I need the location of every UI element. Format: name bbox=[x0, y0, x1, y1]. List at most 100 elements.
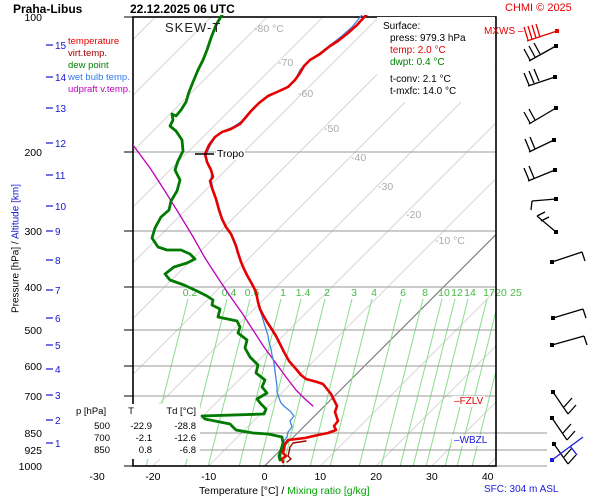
wind-barb-icon bbox=[550, 416, 576, 441]
legend-item-wet-bulb: wet bulb temp. bbox=[68, 72, 130, 83]
isotherm-line bbox=[264, 233, 496, 466]
altitude-tick-label: 11 bbox=[55, 171, 66, 182]
wind-barb-icon bbox=[550, 335, 588, 347]
table-header-dewpoint: Td [°C] bbox=[166, 406, 196, 417]
temp-axis-label: 0 bbox=[262, 471, 268, 483]
mixing-ratio-line bbox=[358, 298, 402, 466]
pressure-axis-label: 200 bbox=[24, 147, 42, 159]
temp-axis-label: 30 bbox=[426, 471, 438, 483]
wet-bulb-zero-label: –WBZL bbox=[452, 435, 490, 446]
table-cell: 700 bbox=[94, 433, 110, 444]
altitude-tick-label: 7 bbox=[55, 286, 61, 297]
wind-barb-icon bbox=[524, 136, 556, 153]
mixing-ratio-label: 12 bbox=[451, 287, 463, 299]
altitude-tick-label: 2 bbox=[55, 416, 61, 427]
station-title: Praha-Libus bbox=[13, 2, 83, 16]
wind-barb-icon bbox=[550, 436, 584, 462]
isotherm-label: -70 bbox=[278, 57, 293, 69]
freezing-level-label: –FZLV bbox=[452, 396, 486, 407]
isotherm-line bbox=[487, 457, 496, 466]
temp-axis-label: 40 bbox=[482, 471, 494, 483]
wind-barb-icon bbox=[523, 68, 557, 87]
altitude-tick-label: 13 bbox=[55, 104, 67, 115]
mixing-ratio-label: 25 bbox=[510, 287, 522, 299]
altitude-tick-label: 8 bbox=[55, 256, 61, 267]
table-header-temp: T bbox=[128, 406, 134, 417]
mixing-ratio-label: 1.4 bbox=[296, 287, 311, 299]
mixing-ratio-line bbox=[238, 298, 282, 466]
wind-barb-icon bbox=[523, 42, 558, 62]
mixing-ratio-line bbox=[258, 298, 302, 466]
isotherm-line bbox=[133, 16, 212, 96]
curve-legend: temperature virt.temp. dew point wet bul… bbox=[68, 36, 131, 96]
pressure-temp-table: p [hPa] T Td [°C] 500 -22.9 -28.8 700 -2.1 -1… bbox=[72, 404, 200, 459]
mixing-ratio-line bbox=[380, 298, 424, 466]
surface-info-box: Surface: press: 979.3 hPa temp: 2.0 °C d… bbox=[377, 17, 495, 102]
table-header-pressure: p [hPa] bbox=[76, 406, 107, 417]
temp-axis-label: -20 bbox=[145, 471, 160, 483]
pressure-axis-label: 700 bbox=[24, 391, 42, 403]
altitude-tick-label: 15 bbox=[55, 41, 67, 52]
curve-dew-point bbox=[150, 15, 285, 462]
mixing-ratio-label: 3 bbox=[351, 287, 357, 299]
mixing-ratio-line bbox=[412, 298, 456, 466]
curve-temperature bbox=[203, 15, 368, 464]
table-row: 850 0.8 -6.8 bbox=[76, 445, 196, 457]
isotherm-label: -30 bbox=[378, 181, 393, 193]
isotherm-label: -60 bbox=[298, 88, 313, 100]
diagram-type-label: SKEW-T bbox=[165, 20, 222, 35]
table-cell: -22.9 bbox=[130, 421, 152, 432]
table-row: 500 -22.9 -28.8 bbox=[76, 421, 196, 433]
pressure-axis-label: 925 bbox=[24, 445, 42, 457]
isotherm-line bbox=[133, 16, 435, 320]
pressure-axis-label: 600 bbox=[24, 361, 42, 373]
surface-pressure: press: 979.3 hPa bbox=[390, 33, 466, 44]
pressure-axis-label: 300 bbox=[24, 226, 42, 238]
isotherm-label: -80 °C bbox=[254, 23, 284, 35]
surface-dewpoint: dwpt: 0.4 °C bbox=[390, 57, 445, 68]
y-axis-title: Pressure [hPa] / Altitude [km] bbox=[10, 184, 22, 313]
wind-barb-icon bbox=[550, 251, 586, 264]
wind-barb-icon bbox=[551, 308, 587, 320]
isotherm-line bbox=[133, 16, 268, 152]
mixing-ratio-line bbox=[425, 298, 469, 466]
copyright-label: CHMI © 2025 bbox=[505, 2, 572, 14]
altitude-tick-label: 3 bbox=[55, 391, 61, 402]
isotherm-label: -10 °C bbox=[435, 235, 465, 247]
table-cell: -28.8 bbox=[174, 421, 196, 432]
surface-elevation-label: SFC: 304 m ASL bbox=[484, 484, 559, 495]
isotherm-line bbox=[208, 178, 496, 466]
curve-updraft-vtemp bbox=[133, 143, 314, 407]
isotherm-line bbox=[133, 16, 324, 208]
wind-barb-icon bbox=[551, 390, 577, 415]
mixing-ratio-label: 2 bbox=[324, 287, 330, 299]
pressure-axis-label: 850 bbox=[24, 428, 42, 440]
mixing-ratio-line bbox=[329, 298, 373, 466]
altitude-tick-label: 10 bbox=[55, 202, 67, 213]
plot-border bbox=[132, 16, 497, 467]
legend-item-dew-point: dew point bbox=[68, 60, 109, 71]
mixing-ratio-line bbox=[282, 298, 326, 466]
temp-axis-label: 20 bbox=[370, 471, 382, 483]
surface-tmxfc: t-mxfc: 14.0 °C bbox=[390, 86, 457, 97]
mixing-ratio-label: 14 bbox=[464, 287, 476, 299]
altitude-tick-label: 6 bbox=[55, 314, 61, 325]
altitude-tick-label: 9 bbox=[55, 227, 61, 238]
surface-tconv: t-conv: 2.1 °C bbox=[390, 74, 451, 85]
table-cell: -12.6 bbox=[174, 433, 196, 444]
table-cell: 850 bbox=[94, 445, 110, 456]
temp-axis-label: 10 bbox=[314, 471, 326, 483]
isotherm-label: -50 bbox=[324, 123, 339, 135]
wind-barb-icon bbox=[536, 211, 558, 234]
surface-temperature: temp: 2.0 °C bbox=[390, 45, 446, 56]
max-wind-speed-label: MXWS – bbox=[484, 26, 524, 37]
altitude-tick-label: 12 bbox=[55, 139, 67, 150]
table-cell: -6.8 bbox=[179, 445, 196, 456]
isotherm-line bbox=[375, 345, 496, 466]
mixing-ratio-line bbox=[399, 298, 443, 466]
table-cell: 0.8 bbox=[138, 445, 152, 456]
legend-item-temperature: temperature bbox=[68, 36, 120, 47]
mixing-ratio-label: 6 bbox=[400, 287, 406, 299]
